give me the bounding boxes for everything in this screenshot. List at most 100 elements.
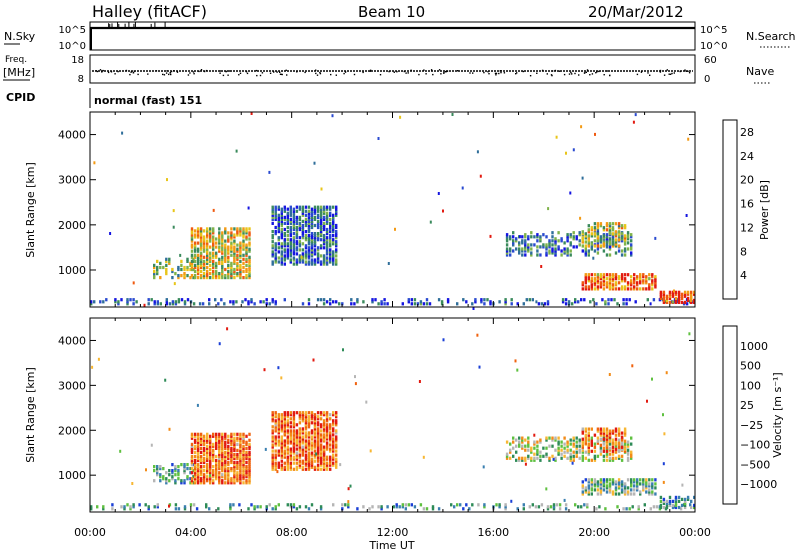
heatmap-cell — [313, 431, 317, 435]
heatmap-cell — [554, 458, 557, 462]
heatmap-cell — [313, 453, 317, 457]
heatmap-cell — [590, 443, 593, 447]
heatmap-cell — [671, 294, 675, 298]
heatmap-cell — [325, 463, 329, 467]
heatmap-cell — [611, 445, 615, 449]
heatmap-cell — [193, 450, 197, 454]
heatmap-cell — [608, 431, 612, 435]
heatmap-cell — [462, 507, 465, 511]
heatmap-cell — [298, 221, 302, 225]
heatmap-cell — [605, 235, 609, 239]
heatmap-cell — [206, 251, 209, 255]
freq-dot — [225, 70, 227, 73]
heatmap-cell — [271, 425, 274, 429]
heatmap-cell — [289, 467, 292, 471]
heatmap-cell — [683, 505, 687, 510]
heatmap-cell — [295, 252, 299, 256]
heatmap-cell — [218, 235, 221, 239]
heatmap-cell — [569, 454, 572, 458]
heatmap-cell — [304, 230, 308, 234]
heatmap-cell — [271, 419, 274, 423]
heatmap-cell — [534, 505, 538, 509]
heatmap-cell — [295, 248, 299, 252]
heatmap-cell — [233, 481, 236, 485]
heatmap-cell — [313, 423, 317, 427]
heatmap-cell — [677, 499, 681, 503]
heatmap-cell — [665, 294, 669, 298]
heatmap-cell — [218, 450, 221, 454]
heatmap-cell — [221, 436, 224, 440]
heatmap-cell — [206, 463, 209, 467]
heatmap-cell — [671, 499, 675, 503]
heatmap-cell — [186, 265, 189, 270]
nave-label: Nave — [746, 65, 774, 78]
heatmap-cell — [587, 492, 590, 496]
heatmap-cell — [190, 481, 194, 485]
heatmap-cell — [232, 503, 235, 507]
heatmap-cell — [304, 413, 308, 417]
heatmap-cell — [471, 503, 474, 507]
heatmap-cell — [489, 302, 492, 306]
heatmap-cell — [236, 253, 239, 257]
heatmap-cell — [536, 233, 539, 237]
heatmap-cell — [202, 458, 206, 463]
heatmap-cell — [599, 240, 603, 244]
heatmap-cell — [319, 215, 323, 219]
heatmap-cell — [575, 450, 578, 454]
heatmap-cell — [593, 442, 597, 446]
heatmap-cell — [563, 251, 566, 255]
heatmap-cell — [479, 174, 482, 178]
heatmap-cell — [617, 454, 621, 458]
heatmap-cell — [521, 249, 524, 253]
heatmap-cell — [677, 294, 681, 298]
heatmap-cell — [132, 302, 135, 306]
heatmap-cell — [292, 441, 296, 445]
heatmap-cell — [253, 507, 256, 511]
heatmap-cell — [587, 484, 590, 488]
heatmap-cell — [630, 488, 633, 492]
heatmap-cell — [623, 488, 627, 492]
heatmap-cell — [268, 503, 271, 507]
heatmap-cell — [201, 302, 205, 306]
heatmap-cell — [659, 495, 663, 499]
heatmap-cell — [551, 231, 554, 235]
heatmap-cell — [310, 246, 314, 250]
heatmap-cell — [242, 471, 245, 475]
heatmap-cell — [189, 503, 193, 507]
heatmap-cell — [533, 433, 536, 437]
heatmap-cell — [677, 300, 681, 304]
heatmap-cell — [307, 463, 311, 467]
heatmap-cell — [322, 413, 326, 417]
heatmap-cell — [224, 469, 227, 473]
heatmap-cell — [608, 373, 611, 376]
heatmap-cell — [193, 440, 197, 444]
heatmap-cell — [298, 421, 302, 425]
heatmap-cell — [674, 499, 678, 503]
heatmap-cell — [329, 217, 332, 221]
heatmap-cell — [277, 463, 280, 467]
heatmap-cell — [572, 245, 575, 249]
heatmap-cell — [301, 459, 305, 463]
heatmap-cell — [233, 259, 236, 263]
heatmap-cell — [190, 253, 194, 257]
heatmap-cell — [132, 281, 135, 285]
heatmap-cell — [313, 415, 317, 419]
heatmap-cell — [325, 429, 329, 433]
heatmap-cell — [280, 455, 283, 459]
heatmap-cell — [335, 453, 338, 457]
heatmap-cell — [283, 439, 286, 443]
heatmap-cell — [617, 275, 621, 279]
heatmap-cell — [199, 239, 203, 243]
heatmap-cell — [325, 230, 329, 234]
heatmap-cell — [608, 240, 612, 244]
heatmap-cell — [602, 277, 606, 281]
heatmap-cell — [689, 503, 692, 507]
heatmap-cell — [605, 486, 609, 490]
heatmap-cell — [599, 452, 603, 456]
heatmap-cell — [587, 273, 590, 277]
heatmap-cell — [599, 443, 603, 447]
heatmap-cell — [248, 261, 251, 265]
heatmap-cell — [611, 240, 615, 244]
heatmap-cell — [596, 482, 600, 486]
heatmap-cell — [611, 431, 615, 435]
